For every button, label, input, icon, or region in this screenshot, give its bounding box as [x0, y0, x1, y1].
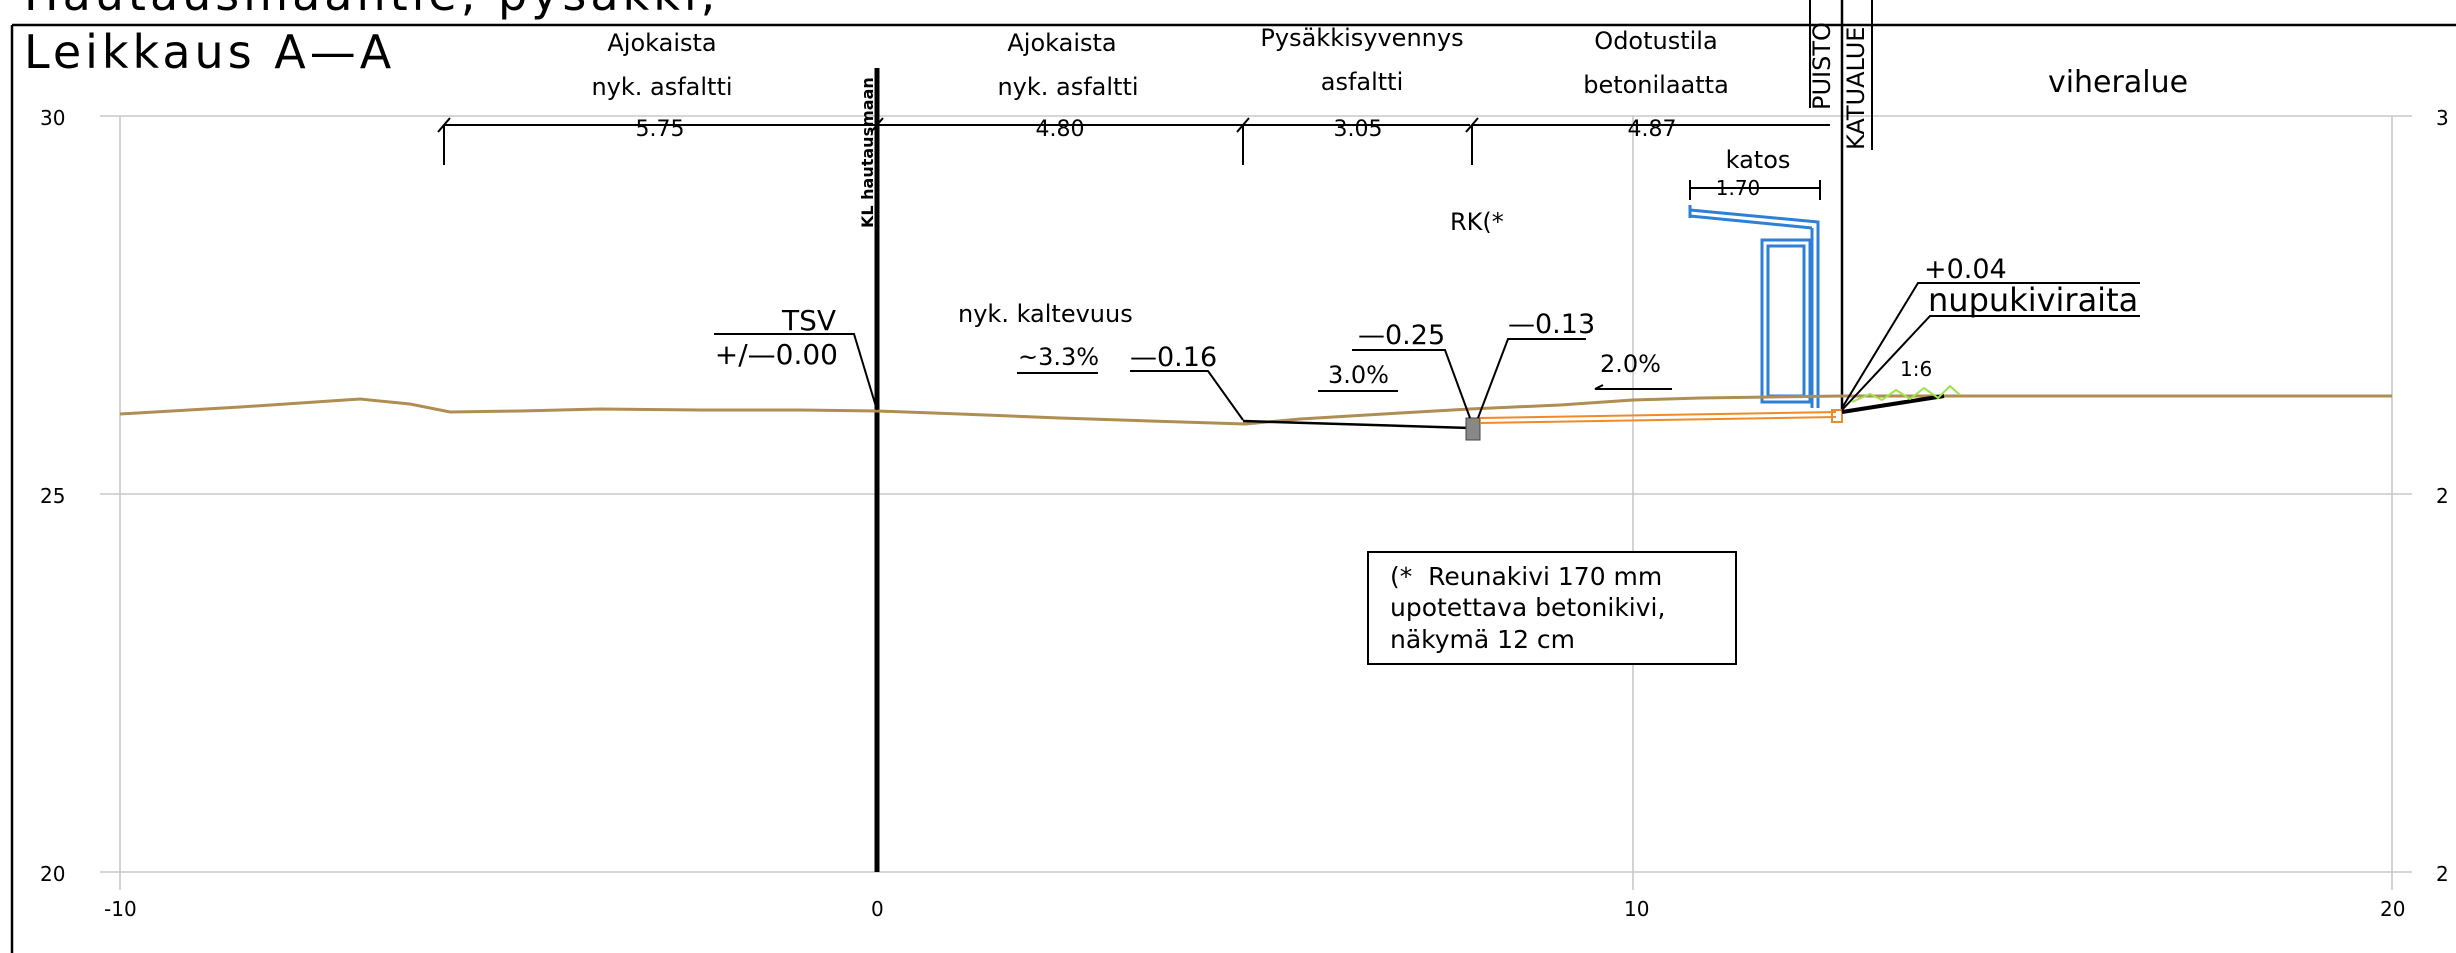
zone-1-line1: Ajokaista — [607, 29, 716, 57]
paving-label: nupukiviraita — [1928, 281, 2138, 319]
level-d: +0.04 — [1924, 254, 2007, 285]
slope-a: 3.0% — [1328, 361, 1389, 389]
zone-3-line2: asfaltti — [1321, 68, 1404, 96]
y-tick-label-right-mid: 2 — [2436, 484, 2449, 508]
kl-label: KL hautausmaan — [858, 77, 877, 228]
tsv-label: TSV — [781, 304, 836, 337]
dimension-label-2: 4.80 — [1036, 117, 1085, 142]
zone-2-line2: nyk. asfaltti — [997, 73, 1138, 101]
zone-5-label: viheralue — [2048, 65, 2188, 100]
dimension-line — [437, 117, 1830, 165]
zone-1-line2: nyk. asfaltti — [591, 73, 732, 101]
y-tick-label-20: 20 — [40, 862, 65, 886]
shelter-width-label: 1.70 — [1716, 176, 1761, 200]
slope-existing: ~3.3% — [1018, 343, 1099, 371]
x-tick-label-10: 10 — [1624, 897, 1649, 921]
shelter-dimension — [1689, 180, 1821, 200]
y-tick-label-25: 25 — [40, 484, 65, 508]
green-area-edge — [1851, 384, 1961, 403]
slope-b: 2.0% — [1600, 350, 1661, 378]
level-a: —0.16 — [1130, 342, 1217, 373]
y-tick-label-right-bottom: 2 — [2436, 862, 2449, 886]
dimension-label-1: 5.75 — [636, 117, 685, 142]
y-tick-label-right-top: 3 — [2436, 106, 2449, 130]
drawing-title-top: Hautausmaantie, pysäkki, — [24, 0, 719, 21]
note-line-3: näkymä 12 cm — [1390, 625, 1575, 654]
drawing-title: Leikkaus A—A — [24, 25, 395, 79]
tsv-value: +/—0.00 — [715, 338, 838, 371]
bus-bay-surface — [1242, 419, 1471, 430]
level-c: —0.13 — [1508, 309, 1595, 340]
paving-strip — [1841, 394, 1945, 414]
dimension-label-3: 3.05 — [1334, 117, 1383, 142]
zone-4-line1: Odotustila — [1594, 27, 1717, 55]
x-tick-label-20: 20 — [2380, 897, 2405, 921]
shelter-structure — [1688, 205, 1820, 408]
annotation-leaders — [714, 282, 2140, 421]
zone-3-line1: Pysäkkisyvennys — [1260, 24, 1463, 52]
grid — [100, 115, 2412, 890]
curb-stone — [1465, 417, 1481, 441]
note-line-1: (* Reunakivi 170 mm — [1390, 562, 1662, 591]
curb-layer — [1479, 409, 1843, 424]
x-tick-label-minus10: -10 — [104, 897, 137, 921]
y-tick-label-30: 30 — [40, 106, 65, 130]
shelter-title: katos — [1726, 146, 1791, 174]
ratio-label: 1:6 — [1900, 357, 1932, 381]
x-tick-label-0: 0 — [871, 897, 884, 921]
rk-label: RK(* — [1450, 208, 1504, 236]
slope-title: nyk. kaltevuus — [958, 300, 1133, 328]
ground-line — [119, 394, 2392, 426]
katualue-label: KATUALUE — [1842, 27, 1870, 150]
zone-4-line2: betonilaatta — [1583, 71, 1729, 99]
puisto-label: PUISTO — [1808, 22, 1836, 110]
note-line-2: upotettava betonikivi, — [1390, 593, 1665, 622]
dimension-label-4: 4.87 — [1628, 117, 1677, 142]
level-b: —0.25 — [1358, 320, 1445, 351]
note-box — [1367, 551, 1737, 665]
zone-2-line1: Ajokaista — [1007, 29, 1116, 57]
